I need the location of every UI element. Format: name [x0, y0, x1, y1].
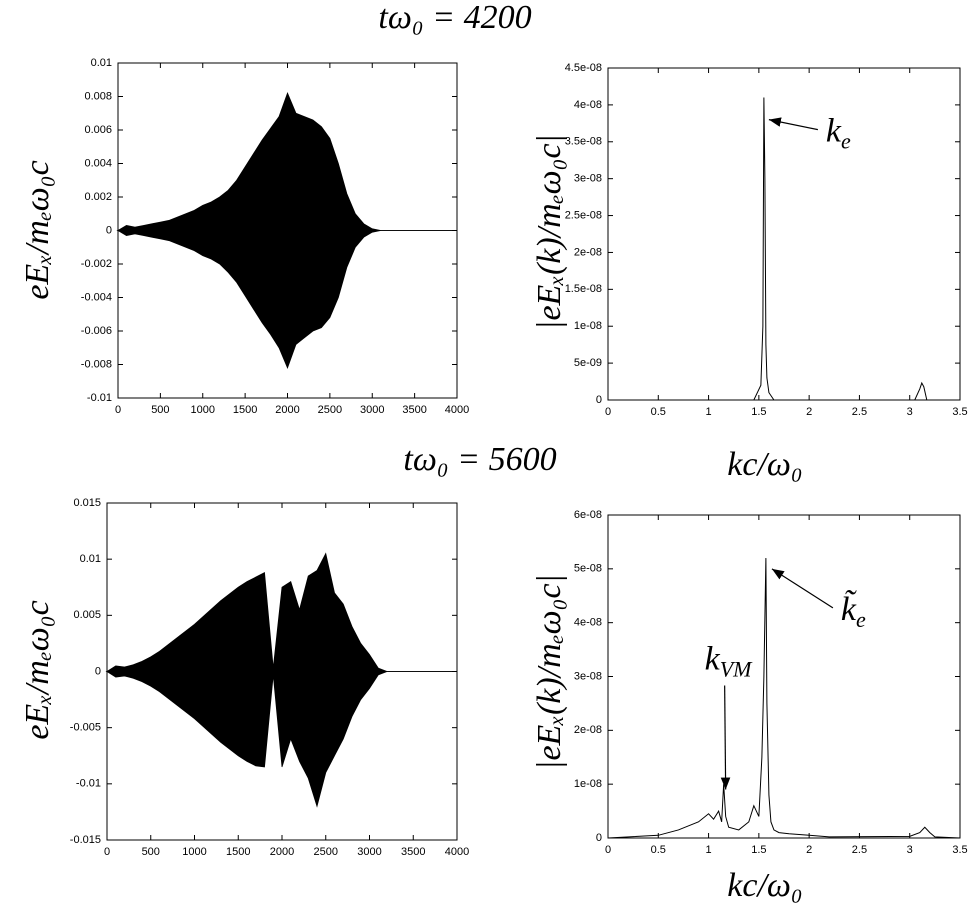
annotation: k̃e	[841, 589, 866, 632]
x-tick-label: 500	[142, 846, 160, 858]
spectrum-line	[607, 558, 961, 839]
annotation: ke	[826, 112, 851, 153]
y-tick-label: 6e-08	[574, 509, 602, 521]
annotation-subscript: e	[856, 607, 866, 632]
x-tick-label: 1000	[191, 404, 215, 416]
annotation-text: k	[705, 640, 721, 677]
x-tick-label: 3000	[360, 404, 384, 416]
y-tick-label: 5e-09	[574, 357, 602, 369]
annotation-subscript: VM	[720, 657, 753, 682]
x-tick-label: 1500	[226, 846, 250, 858]
x-tick-label: 1000	[182, 846, 206, 858]
y-tick-label: 0	[106, 224, 112, 236]
y-tick-label: 1e-08	[574, 778, 602, 790]
y-tick-label: 3.5e-08	[565, 136, 602, 148]
annotation-arrow	[768, 117, 819, 131]
x-tick-label: 2	[806, 406, 812, 418]
x-tick-label: 3	[907, 406, 913, 418]
y-tick-label: 0	[596, 394, 602, 406]
chart-title: tω₀ = 5600	[403, 441, 556, 478]
annotation-arrow	[720, 685, 731, 790]
x-tick-label: 2500	[318, 404, 342, 416]
y-tick-label: -0.008	[81, 358, 112, 370]
y-tick-label: 4e-08	[574, 617, 602, 629]
y-tick-label: 0.005	[73, 609, 101, 621]
y-tick-label: -0.01	[76, 778, 101, 790]
x-tick-label: 2500	[314, 846, 338, 858]
x-tick-label: 1500	[233, 404, 257, 416]
annotation: kVM	[705, 640, 754, 681]
y-tick-label: -0.004	[81, 291, 112, 303]
x-tick-label: 0.5	[651, 844, 666, 856]
y-tick-label: -0.002	[81, 258, 112, 270]
annotation-subscript: e	[841, 129, 851, 154]
y-tick-label: 1e-08	[574, 320, 602, 332]
y-tick-label: -0.015	[70, 834, 101, 846]
y-axis-label: |eEₓ(k)/mₑω₀c|	[531, 134, 568, 330]
x-axis-label: kc/ω₀	[727, 867, 802, 904]
x-tick-label: 3000	[357, 846, 381, 858]
y-tick-label: 3e-08	[574, 670, 602, 682]
x-tick-label: 2000	[270, 846, 294, 858]
y-tick-label: 5e-08	[574, 563, 602, 575]
annotation-arrow	[771, 568, 834, 609]
spectrum-line	[608, 97, 960, 401]
x-axis-label: kc/ω₀	[727, 446, 802, 483]
plot-frame	[607, 67, 961, 401]
signal-envelope	[116, 92, 457, 231]
y-tick-label: -0.005	[70, 722, 101, 734]
y-tick-label: 0.01	[80, 553, 101, 565]
x-tick-label: 3500	[402, 404, 426, 416]
y-tick-label: 0	[596, 832, 602, 844]
x-tick-label: 1.5	[751, 844, 766, 856]
y-tick-label: 0.008	[84, 90, 112, 102]
x-tick-label: 3.5	[952, 406, 967, 418]
x-tick-label: 3.5	[952, 844, 967, 856]
x-tick-label: 1	[706, 844, 712, 856]
annotation-text: k̃	[841, 589, 857, 628]
y-tick-label: -0.006	[81, 325, 112, 337]
y-tick-label: 2.5e-08	[565, 209, 602, 221]
y-axis-label: eEₓ/mₑω₀c	[19, 600, 56, 739]
signal-envelope	[105, 552, 457, 672]
x-tick-label: 0	[605, 406, 611, 418]
y-tick-label: 0	[95, 665, 101, 677]
y-tick-label: -0.01	[87, 392, 112, 404]
x-tick-label: 4000	[445, 846, 469, 858]
x-tick-label: 1.5	[751, 406, 766, 418]
y-tick-label: 0.006	[84, 124, 112, 136]
y-tick-label: 3e-08	[574, 173, 602, 185]
y-tick-label: 4.5e-08	[565, 62, 602, 74]
y-axis-label: |eEₓ(k)/mₑω₀c|	[531, 574, 568, 770]
x-tick-label: 4000	[445, 404, 469, 416]
y-tick-label: 0.004	[84, 157, 112, 169]
plot-frame	[607, 514, 961, 839]
signal-envelope	[105, 671, 457, 808]
y-tick-label: 0.002	[84, 191, 112, 203]
y-tick-label: 0.01	[91, 57, 112, 69]
x-tick-label: 2000	[275, 404, 299, 416]
x-tick-label: 0	[115, 404, 121, 416]
x-tick-label: 3	[907, 844, 913, 856]
x-tick-label: 2	[806, 844, 812, 856]
x-tick-label: 500	[151, 404, 169, 416]
x-tick-label: 2.5	[852, 844, 867, 856]
y-tick-label: 1.5e-08	[565, 283, 602, 295]
x-tick-label: 0	[104, 846, 110, 858]
annotation-text: k	[826, 112, 842, 149]
x-tick-label: 0.5	[651, 406, 666, 418]
y-tick-label: 4e-08	[574, 99, 602, 111]
x-tick-label: 0	[605, 844, 611, 856]
x-tick-label: 1	[706, 406, 712, 418]
y-axis-label: eEₓ/mₑω₀c	[19, 160, 56, 299]
y-tick-label: 2e-08	[574, 724, 602, 736]
y-tick-label: 2e-08	[574, 246, 602, 258]
y-tick-label: 0.015	[73, 497, 101, 509]
signal-envelope	[116, 230, 457, 369]
x-tick-label: 2.5	[852, 406, 867, 418]
x-tick-label: 3500	[401, 846, 425, 858]
chart-title: tω₀ = 4200	[378, 0, 531, 36]
